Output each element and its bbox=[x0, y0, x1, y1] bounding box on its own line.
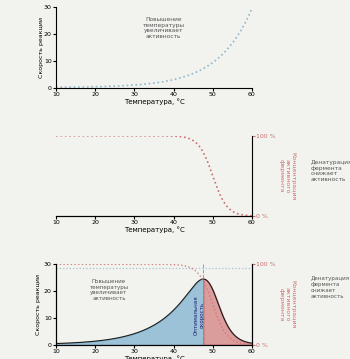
Text: Денатурация
фермента
снижает
активность: Денатурация фермента снижает активность bbox=[311, 276, 350, 299]
X-axis label: Температура, °C: Температура, °C bbox=[124, 227, 184, 233]
Text: Повышение
температуры
увеличивает
активность: Повышение температуры увеличивает активн… bbox=[143, 17, 185, 39]
Y-axis label: Концентрация
активного
фермента: Концентрация активного фермента bbox=[279, 280, 295, 328]
Y-axis label: Концентрация
активного
фермента: Концентрация активного фермента bbox=[279, 152, 295, 200]
Y-axis label: Скорость реакции: Скорость реакции bbox=[36, 274, 41, 335]
X-axis label: Температура, °C: Температура, °C bbox=[124, 355, 184, 359]
Text: Повышение
температуры
увеличивает
активность: Повышение температуры увеличивает активн… bbox=[89, 279, 128, 301]
Text: Оптимальная
скорость: Оптимальная скорость bbox=[194, 295, 205, 335]
X-axis label: Температура, °C: Температура, °C bbox=[124, 98, 184, 105]
Y-axis label: Скорость реакции: Скорость реакции bbox=[39, 17, 44, 78]
Text: Денатурация
фермента
снижает
активность: Денатурация фермента снижает активность bbox=[311, 160, 350, 182]
